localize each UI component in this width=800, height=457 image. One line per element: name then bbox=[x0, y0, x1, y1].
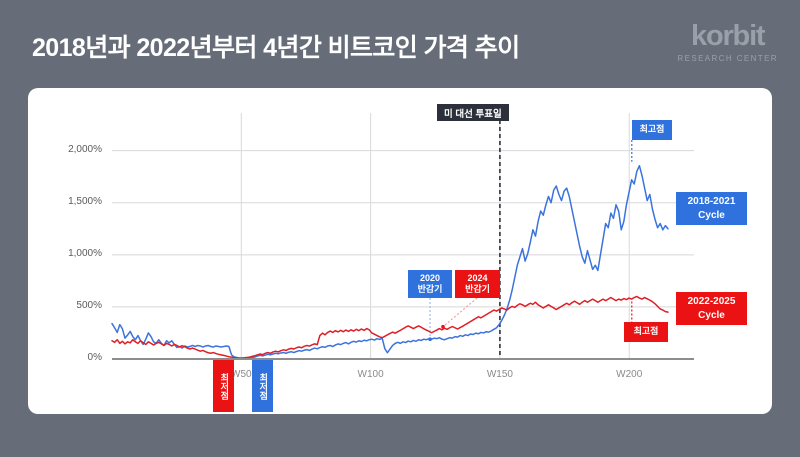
red-low-text: 최저점 bbox=[219, 373, 230, 400]
halving-2020-line1: 2020 bbox=[419, 272, 441, 283]
legend-2022-line2: Cycle bbox=[698, 309, 725, 321]
korbit-logo: korbit RESEARCH CENTER bbox=[677, 22, 778, 63]
logo-subtitle: RESEARCH CENTER bbox=[677, 54, 778, 63]
x-axis-tick: W150 bbox=[486, 369, 513, 380]
red-low-label: 최저점 bbox=[213, 360, 234, 412]
y-axis-tick: 500% bbox=[76, 299, 102, 311]
halving-2020-line2: 반감기 bbox=[417, 284, 443, 294]
legend-item-2018-2021[interactable]: 2018-2021 Cycle bbox=[676, 192, 747, 225]
blue-peak-label: 최고점 bbox=[632, 120, 672, 140]
series-lines bbox=[111, 164, 669, 360]
y-axis-tick: 1,000% bbox=[68, 247, 102, 259]
legend-item-2022-2025[interactable]: 2022-2025 Cycle bbox=[676, 292, 747, 325]
y-axis-tick: 2,000% bbox=[68, 143, 102, 155]
series-line bbox=[111, 164, 669, 360]
legend-2018-line1: 2018-2021 bbox=[687, 196, 736, 207]
gridlines bbox=[112, 150, 694, 308]
halving-2020-label: 2020 반감기 bbox=[408, 270, 452, 298]
halving-2024-line1: 2024 bbox=[467, 272, 488, 283]
chart-canvas bbox=[111, 113, 694, 360]
chart-card: 0% 500% 1,000% 1,500% 2,000% W50 W100 W150 W200… bbox=[28, 88, 772, 414]
legend-2018-line2: Cycle bbox=[698, 209, 725, 221]
x-axis-tick: W100 bbox=[357, 369, 384, 380]
page-title: 2018년과 2022년부터 4년간 비트코인 가격 추이 bbox=[32, 34, 520, 62]
x-axis-tick: W50 bbox=[231, 369, 252, 380]
x-gridlines bbox=[240, 113, 630, 359]
blue-low-text: 최저점 bbox=[258, 373, 269, 400]
halving-point bbox=[441, 324, 445, 329]
y-axis-tick: 1,500% bbox=[68, 195, 102, 207]
halving-2024-line2: 반감기 bbox=[465, 284, 490, 294]
logo-wordmark: korbit bbox=[691, 20, 766, 52]
y-axis-tick: 0% bbox=[87, 352, 102, 363]
election-day-label: 미 대선 투표일 bbox=[437, 104, 509, 121]
red-peak-label: 최고점 bbox=[624, 322, 668, 342]
leader-line bbox=[442, 297, 478, 328]
halving-2024-label: 2024 반감기 bbox=[455, 270, 500, 298]
line-chart: 0% 500% 1,000% 1,500% 2,000% W50 W100 W150 W200… bbox=[28, 88, 772, 414]
series-line bbox=[111, 295, 669, 359]
blue-low-label: 최저점 bbox=[252, 360, 273, 412]
x-axis-tick: W200 bbox=[616, 369, 643, 380]
legend-2022-line1: 2022-2025 bbox=[687, 296, 736, 307]
